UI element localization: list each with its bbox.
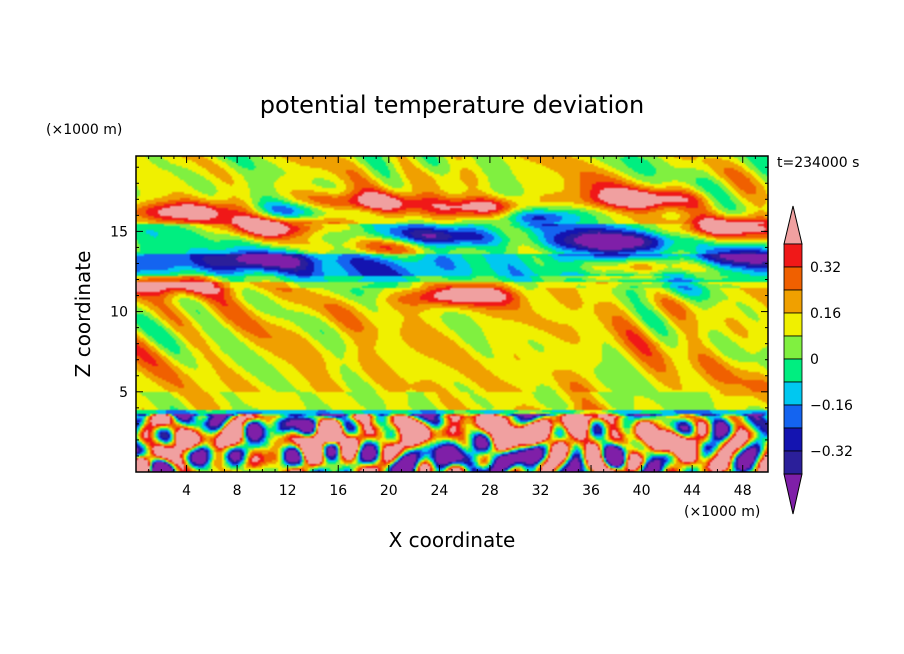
plot-area: [135, 155, 769, 473]
time-label: t=234000 s: [777, 155, 859, 171]
colorbar-swatch: [783, 427, 803, 452]
chart-title: potential temperature deviation: [260, 91, 644, 119]
colorbar-tick-label: −0.32: [810, 444, 853, 460]
colorbar-swatch: [783, 312, 803, 337]
colorbar: 0.32 0.16 0 −0.16 −0.32: [783, 205, 853, 515]
x-tick-label: 44: [683, 483, 701, 499]
colorbar-swatch: [783, 450, 803, 475]
x-tick-label: 28: [481, 483, 499, 499]
colorbar-tick-label: 0.16: [810, 306, 841, 322]
colorbar-tick-label: 0.32: [810, 260, 841, 276]
x-tick-label: 20: [380, 483, 398, 499]
x-tick-label: 48: [734, 483, 752, 499]
colorbar-swatch: [783, 289, 803, 314]
x-tick-label: 16: [329, 483, 347, 499]
colorbar-max-triangle: [783, 205, 803, 245]
z-unit-label: (×1000 m): [46, 122, 122, 138]
colorbar-min-triangle: [783, 473, 803, 515]
x-tick-label: 12: [279, 483, 297, 499]
y-tick-label: 15: [110, 224, 128, 240]
y-tick-label: 5: [119, 385, 128, 401]
x-tick-label: 8: [233, 483, 242, 499]
x-tick-label: 40: [633, 483, 651, 499]
y-tick-label: 10: [110, 305, 128, 321]
colorbar-tick-label: −0.16: [810, 398, 853, 414]
colorbar-swatch: [783, 335, 803, 360]
x-axis-label: X coordinate: [389, 528, 516, 552]
x-tick-label: 32: [532, 483, 550, 499]
x-axis: 4 8 12 16 20 24 28 32 36 40 44 48: [148, 156, 756, 499]
x-tick-label: 4: [182, 483, 191, 499]
colorbar-swatch: [783, 381, 803, 406]
y-axis: 5 10 15: [110, 166, 768, 457]
colorbar-swatch: [783, 358, 803, 383]
x-tick-label: 36: [582, 483, 600, 499]
colorbar-swatch: [783, 404, 803, 429]
colorbar-swatch: [783, 243, 803, 268]
x-unit-label: (×1000 m): [684, 504, 760, 520]
colorbar-swatch: [783, 266, 803, 291]
x-tick-label: 24: [430, 483, 448, 499]
heatmap-field: [136, 156, 768, 472]
colorbar-tick-label: 0: [810, 352, 819, 368]
y-axis-label: Z coordinate: [71, 251, 95, 378]
